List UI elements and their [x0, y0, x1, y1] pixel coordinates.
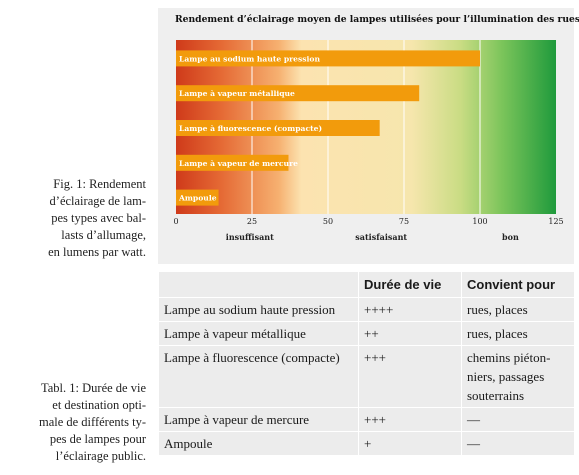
- table-cell: Lampe au sodium haute pression: [158, 297, 359, 322]
- table-caption: Tabl. 1: Durée de vie et destination opt…: [38, 381, 146, 463]
- table-cell: rues, places: [461, 297, 575, 322]
- bar-label: Ampoule: [178, 194, 217, 203]
- zone-label: satisfaisant: [355, 232, 407, 242]
- bar: [176, 85, 420, 102]
- bar-chart: Lampe au sodium haute pression Lampe à va…: [173, 40, 564, 242]
- x-tick-label: 25: [247, 217, 257, 226]
- zone-label: bon: [502, 232, 519, 242]
- table-cell: +++: [358, 345, 462, 408]
- table-row: Lampe à vapeur métallique ++ rues, places: [158, 321, 575, 346]
- lamp-table-body: Durée de vie Convient pour Lampe au sodium…: [158, 271, 575, 456]
- table-cell: +++: [358, 407, 462, 432]
- table-cell: —: [461, 431, 575, 456]
- bar-label: Lampe à fluorescence (compacte): [179, 124, 322, 133]
- bar: [176, 120, 380, 136]
- x-tick-label: 50: [323, 217, 333, 226]
- bar: [176, 189, 219, 206]
- zone-label: insuffisant: [226, 232, 274, 242]
- chart-title: Rendement d’éclairage moyen de lampes ut…: [175, 14, 579, 25]
- table-row: Ampoule + —: [158, 431, 575, 456]
- bar-label: Lampe au sodium haute pression: [179, 54, 320, 63]
- bar-label: Lampe à vapeur métallique: [179, 89, 295, 98]
- table-row: Lampe à fluorescence (compacte) +++ chemin…: [158, 345, 575, 408]
- x-tick-label: 125: [548, 217, 563, 226]
- table-header-row: Durée de vie Convient pour: [158, 271, 575, 298]
- x-tick-label: 0: [173, 217, 178, 226]
- bar-label: Lampe à vapeur de mercure: [179, 159, 298, 168]
- figure-caption: Fig. 1: Rendement d’éclairage de lam- pe…: [48, 177, 146, 259]
- bar: [176, 154, 289, 171]
- table-cell: rues, places: [461, 321, 575, 346]
- table-cell: Lampe à vapeur de mercure: [158, 407, 359, 432]
- table-row: Lampe à vapeur de mercure +++ —: [158, 407, 575, 432]
- table-header-cell: Convient pour: [461, 271, 575, 298]
- chart-panel: Rendement d’éclairage moyen de lampes ut…: [158, 8, 579, 264]
- table-cell: —: [461, 407, 575, 432]
- table-cell: Ampoule: [158, 431, 359, 456]
- table-cell: Lampe à vapeur métallique: [158, 321, 359, 346]
- table-cell: ++: [358, 321, 462, 346]
- table-cell: +: [358, 431, 462, 456]
- table-row: Lampe au sodium haute pression ++++ rues, …: [158, 297, 575, 322]
- table-cell: ++++: [358, 297, 462, 322]
- x-tick-label: 75: [399, 217, 409, 226]
- table-cell: Lampe à fluorescence (compacte): [158, 345, 359, 408]
- table-cell: chemins piéton-niers, passages souterrai…: [461, 345, 575, 408]
- table-header-cell: [158, 271, 359, 298]
- x-tick-label: 100: [472, 217, 487, 226]
- table-header-cell: Durée de vie: [358, 271, 462, 298]
- bar: [176, 50, 480, 67]
- lamp-table: Durée de vie Convient pour Lampe au sodium…: [158, 271, 575, 456]
